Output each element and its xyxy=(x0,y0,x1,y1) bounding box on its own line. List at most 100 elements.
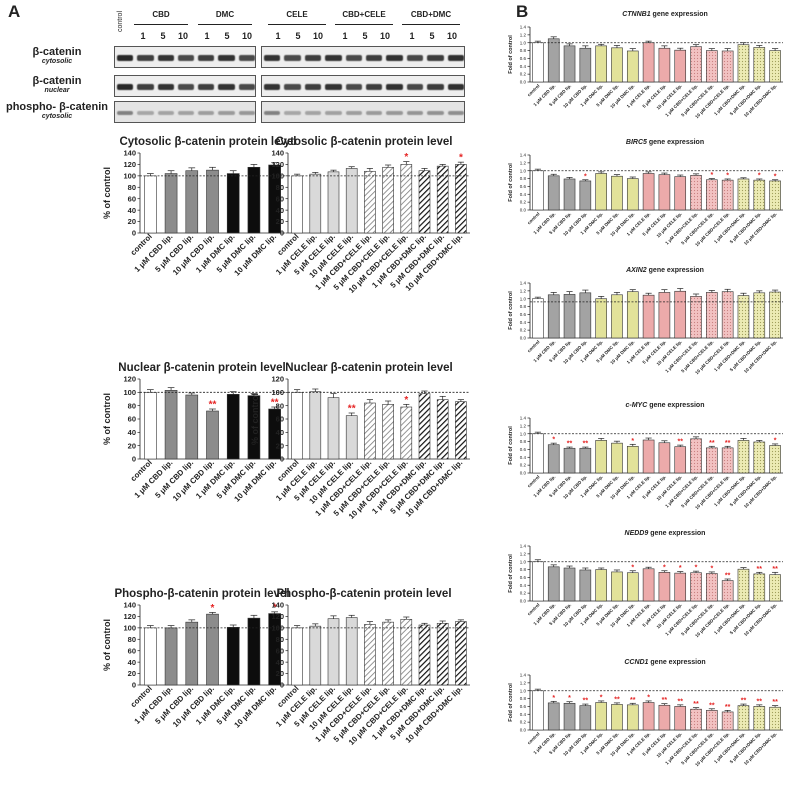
significance-marker: ** xyxy=(709,702,715,709)
blot-band xyxy=(427,55,444,61)
y-tick-label: 0.8 xyxy=(520,48,527,53)
bar xyxy=(144,627,157,686)
bar xyxy=(364,402,376,460)
chart-title-nuclear-right: Nuclear β-catenin protein level xyxy=(285,362,453,374)
y-tick-label: 120 xyxy=(123,612,136,621)
bar xyxy=(753,573,766,602)
significance-marker: * xyxy=(710,172,713,179)
significance-marker: * xyxy=(631,438,634,445)
bar xyxy=(706,573,718,602)
significance-marker: * xyxy=(211,603,215,614)
bar xyxy=(547,175,560,211)
y-tick-label: 20 xyxy=(276,217,284,226)
bar xyxy=(327,171,340,234)
bar xyxy=(327,397,340,460)
blot-band xyxy=(447,84,464,90)
bar xyxy=(658,572,671,602)
blot-band xyxy=(218,84,235,90)
y-tick-label: 60 xyxy=(276,194,284,203)
y-tick-label: 0 xyxy=(280,229,284,238)
category-label: control xyxy=(526,83,540,97)
category-label: control xyxy=(526,211,540,225)
y-tick-label: 1.0 xyxy=(520,296,527,301)
blot-band xyxy=(345,111,362,115)
y-tick-label: 0 xyxy=(132,455,136,464)
y-tick-label: 0.6 xyxy=(520,312,527,317)
bar xyxy=(674,176,687,211)
significance-marker: ** xyxy=(567,441,573,448)
blot-group-underline xyxy=(134,24,188,25)
blot-band xyxy=(304,84,322,90)
bar xyxy=(690,438,702,474)
blot-band xyxy=(177,111,195,115)
bar xyxy=(642,294,655,339)
y-tick-label: 0.0 xyxy=(520,471,527,476)
bar xyxy=(769,445,781,474)
bar xyxy=(563,447,576,474)
bar xyxy=(345,168,358,234)
blot-band xyxy=(386,111,403,115)
y-axis-label: Fold of control xyxy=(508,554,514,593)
bar xyxy=(595,702,607,731)
bar xyxy=(309,391,322,460)
bar xyxy=(642,702,655,731)
y-tick-label: 0.6 xyxy=(520,447,527,452)
y-tick-label: 80 xyxy=(128,635,136,644)
blot-band xyxy=(427,84,444,90)
blot-dose-label: 10 xyxy=(177,31,188,41)
y-tick-label: 0.2 xyxy=(520,328,527,333)
blot-row-sub: cytosolic xyxy=(41,58,73,65)
blot-dose-label: 5 xyxy=(295,31,301,41)
bar xyxy=(769,706,781,731)
bar xyxy=(579,705,592,731)
bar xyxy=(674,446,687,474)
y-tick-label: 20 xyxy=(276,441,284,450)
y-tick-label: 0.2 xyxy=(520,591,527,596)
y-tick-label: 20 xyxy=(128,669,136,678)
y-tick-label: 0.6 xyxy=(520,184,527,189)
bar xyxy=(706,50,718,83)
significance-marker: * xyxy=(774,437,777,444)
bar xyxy=(532,433,544,474)
bar xyxy=(400,164,413,234)
y-tick-label: 80 xyxy=(128,183,136,192)
bar xyxy=(579,292,592,339)
y-tick-label: 0.4 xyxy=(520,320,527,325)
blot-group-underline xyxy=(198,24,252,25)
bar xyxy=(611,294,623,339)
bar xyxy=(626,50,639,83)
bar xyxy=(563,567,576,602)
y-tick-label: 0.0 xyxy=(520,336,527,341)
bar xyxy=(674,49,687,83)
bar xyxy=(532,690,544,731)
y-tick-label: 0.2 xyxy=(520,463,527,468)
category-label: 10 μM CBD+DMC lip. xyxy=(743,602,778,637)
y-tick-label: 40 xyxy=(128,428,136,437)
bar xyxy=(309,173,322,234)
y-tick-label: 1.0 xyxy=(520,168,527,173)
significance-marker: ** xyxy=(725,704,731,711)
y-axis-label: Fold of control xyxy=(508,163,514,202)
y-tick-label: 1.4 xyxy=(520,416,527,421)
blot-band xyxy=(386,84,403,90)
y-tick-label: 40 xyxy=(276,658,284,667)
y-tick-label: 0.4 xyxy=(520,192,527,197)
blot-band xyxy=(447,111,464,115)
blot-dose-label: 5 xyxy=(429,31,435,41)
blot-group-underline xyxy=(268,24,326,25)
y-tick-label: 120 xyxy=(271,612,284,621)
blot-band xyxy=(304,55,322,61)
y-tick-label: 1.4 xyxy=(520,153,527,158)
bar xyxy=(674,572,687,602)
blot-band xyxy=(117,84,134,90)
blot-band xyxy=(238,55,255,61)
bar xyxy=(579,180,592,211)
bar xyxy=(327,618,340,686)
category-label: control xyxy=(526,474,540,488)
bar xyxy=(658,704,671,731)
bar xyxy=(642,42,655,83)
y-tick-label: 120 xyxy=(123,160,136,169)
category-label: control xyxy=(526,731,540,745)
bar xyxy=(721,580,734,602)
y-tick-label: 1.0 xyxy=(520,40,527,45)
